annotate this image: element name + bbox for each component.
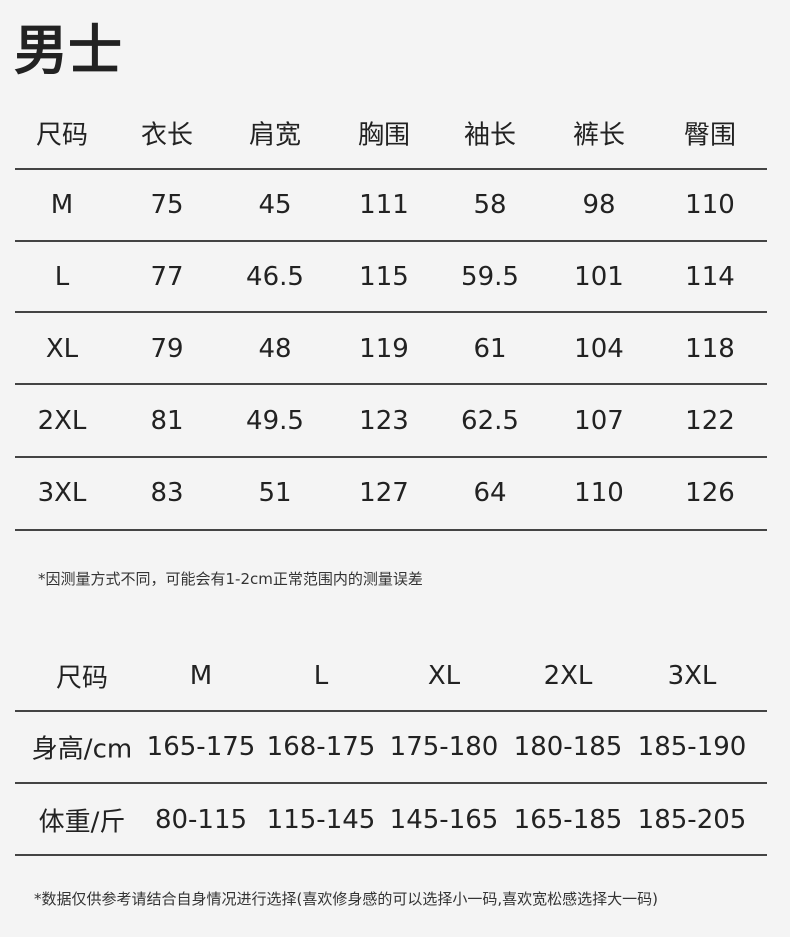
table-cell: 114: [685, 262, 735, 292]
table-cell: 123: [359, 406, 409, 436]
table-cell: 81: [150, 406, 184, 436]
table-cell: 175-180: [389, 732, 499, 762]
column-header: 臀围: [683, 120, 737, 151]
table-cell: 49.5: [246, 406, 304, 436]
table-cell: 126: [685, 478, 735, 508]
table-cell: 98: [582, 190, 616, 220]
column-header: M: [189, 661, 213, 691]
table-cell: 45: [258, 190, 292, 220]
table-cell: 58: [473, 190, 507, 220]
column-header: 袖长: [463, 120, 517, 151]
selection-note: *数据仅供参考请结合自身情况进行选择(喜欢修身感的可以选择小一码,喜欢宽松感选择…: [34, 890, 658, 908]
row-divider: [15, 240, 767, 242]
column-header: XL: [427, 661, 461, 691]
table-cell: 59.5: [461, 262, 519, 292]
row-divider: [15, 383, 767, 385]
table-cell: 110: [574, 478, 624, 508]
table-cell: 119: [359, 334, 409, 364]
table-cell: 107: [574, 406, 624, 436]
table-cell: 110: [685, 190, 735, 220]
table-cell: 104: [574, 334, 624, 364]
row-label: M: [50, 190, 74, 220]
table-cell: 77: [150, 262, 184, 292]
row-label: 体重/斤: [38, 807, 126, 838]
table-cell: 61: [473, 334, 507, 364]
table-cell: 48: [258, 334, 292, 364]
row-label: 2XL: [37, 406, 87, 436]
table-cell: 185-190: [637, 732, 747, 762]
row-divider: [15, 782, 767, 784]
table-cell: 46.5: [246, 262, 304, 292]
table-cell: 127: [359, 478, 409, 508]
table-cell: 185-205: [637, 805, 747, 835]
table-cell: 79: [150, 334, 184, 364]
measurement-note: *因测量方式不同，可能会有1-2cm正常范围内的测量误差: [38, 570, 423, 588]
row-label: L: [54, 262, 70, 292]
row-label: XL: [45, 334, 79, 364]
table-cell: 62.5: [461, 406, 519, 436]
row-divider: [15, 529, 767, 531]
column-header: 裤长: [572, 120, 626, 151]
table-cell: 165-185: [513, 805, 623, 835]
column-header: 衣长: [140, 120, 194, 151]
table-cell: 75: [150, 190, 184, 220]
table-cell: 83: [150, 478, 184, 508]
table-cell: 51: [258, 478, 292, 508]
row-divider: [15, 168, 767, 170]
row-label: 身高/cm: [31, 734, 133, 765]
table-cell: 122: [685, 406, 735, 436]
table-cell: 168-175: [266, 732, 376, 762]
row-label: 3XL: [37, 478, 87, 508]
column-header: 尺码: [35, 120, 89, 151]
table-cell: 118: [685, 334, 735, 364]
table-cell: 180-185: [513, 732, 623, 762]
row-divider: [15, 854, 767, 856]
row-divider: [15, 710, 767, 712]
column-header: 2XL: [543, 661, 593, 691]
table-cell: 115: [359, 262, 409, 292]
column-header: L: [313, 661, 329, 691]
table-cell: 165-175: [146, 732, 256, 762]
column-header: 胸围: [357, 120, 411, 151]
column-header: 肩宽: [248, 120, 302, 151]
row-divider: [15, 456, 767, 458]
page-title: 男士: [14, 19, 122, 82]
table-cell: 145-165: [389, 805, 499, 835]
table-cell: 101: [574, 262, 624, 292]
column-header: 尺码: [55, 663, 109, 694]
table-cell: 111: [359, 190, 409, 220]
table-cell: 64: [473, 478, 507, 508]
row-divider: [15, 311, 767, 313]
column-header: 3XL: [667, 661, 717, 691]
table-cell: 80-115: [154, 805, 248, 835]
table-cell: 115-145: [266, 805, 376, 835]
